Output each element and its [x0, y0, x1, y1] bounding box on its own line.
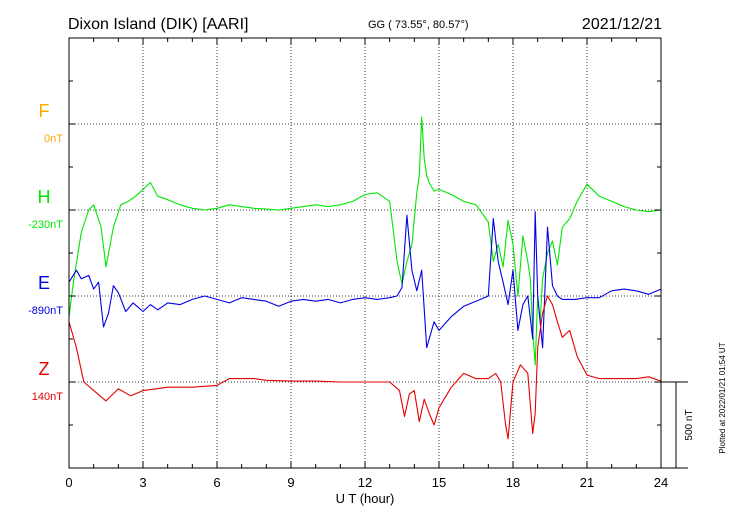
channel-baseline-f: 0nT [44, 133, 63, 145]
channel-name-f: F [39, 101, 50, 121]
series-line-h [68, 116, 662, 366]
channel-baseline-e: -890nT [28, 305, 63, 317]
x-tick-label: 24 [654, 475, 668, 490]
x-tick-label: 6 [213, 475, 220, 490]
channel-labels: F 0nT H -230nT E -890nT Z 140nT [28, 101, 63, 403]
station-coordinates: GG ( 73.55°, 80.57°) [368, 19, 469, 31]
station-title: Dixon Island (DIK) [AARI] [68, 16, 249, 33]
channel-baseline-h: -230nT [28, 219, 63, 231]
axis-ticks [68, 38, 662, 468]
data-traces [68, 116, 662, 440]
channel-name-z: Z [39, 359, 50, 379]
x-tick-label: 18 [506, 475, 520, 490]
scale-bar-label: 500 nT [684, 409, 695, 440]
channel-baseline-z: 140nT [32, 391, 63, 403]
x-tick-labels: 0 3 6 9 12 15 18 21 24 [65, 475, 668, 490]
x-tick-label: 3 [139, 475, 146, 490]
plot-date: 2021/12/21 [582, 16, 662, 33]
scale-bar: 500 nT [661, 381, 695, 469]
series-line-z [68, 295, 662, 440]
channel-name-h: H [38, 187, 51, 207]
x-tick-label: 9 [287, 475, 294, 490]
x-tick-label: 12 [358, 475, 372, 490]
x-axis-label: U T (hour) [336, 491, 395, 506]
x-tick-label: 15 [432, 475, 446, 490]
x-tick-label: 0 [65, 475, 72, 490]
plotted-timestamp: Plotted at 2022/01/21 01:54 UT [718, 342, 727, 453]
x-tick-label: 21 [580, 475, 594, 490]
channel-name-e: E [38, 273, 50, 293]
